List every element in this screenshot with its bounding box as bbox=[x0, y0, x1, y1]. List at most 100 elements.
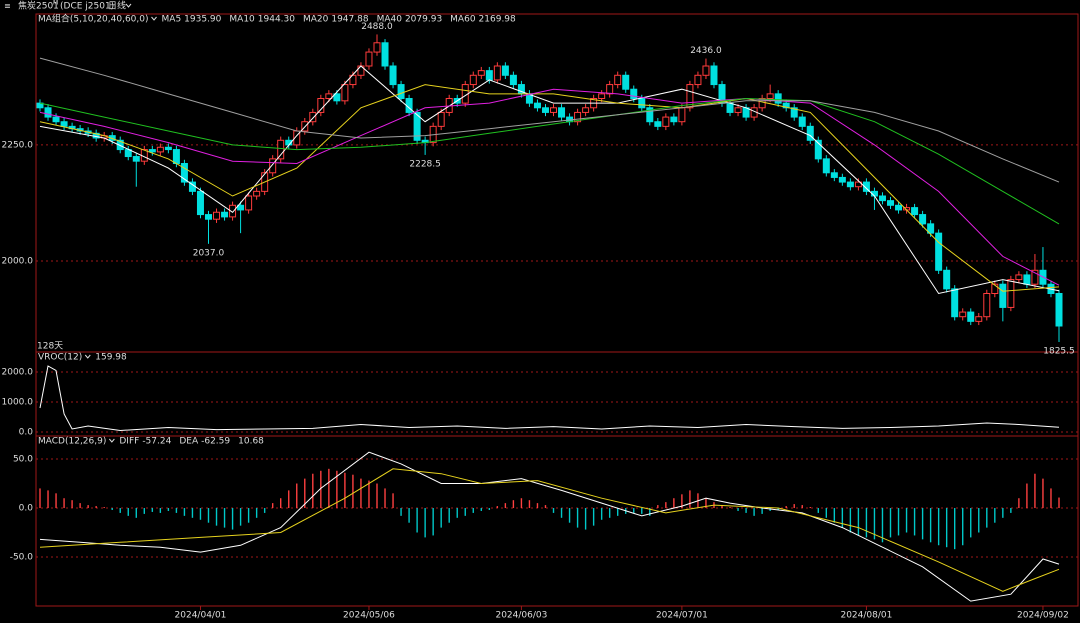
candle-body bbox=[726, 102, 734, 113]
candle-body bbox=[814, 139, 822, 160]
candle-body bbox=[245, 195, 253, 211]
candle-body bbox=[180, 163, 188, 183]
candle-body bbox=[878, 195, 886, 202]
candle-body bbox=[598, 93, 606, 99]
candle-body bbox=[213, 211, 221, 220]
candle-body bbox=[806, 125, 814, 141]
candle-body bbox=[766, 93, 774, 99]
bar-count: 128天 bbox=[37, 342, 63, 352]
candle-body bbox=[991, 283, 999, 295]
candle-body bbox=[493, 65, 501, 81]
y-tick-label: 2250.0 bbox=[2, 140, 34, 150]
candle-body bbox=[269, 158, 277, 174]
legend-name: MA60 bbox=[450, 15, 476, 25]
candle-body bbox=[221, 211, 229, 218]
price-annotation: 1825.5 bbox=[1043, 347, 1075, 357]
legend-value: 1935.90 bbox=[184, 15, 221, 25]
candle-body bbox=[943, 269, 951, 290]
candle-body bbox=[1015, 274, 1023, 281]
candle-body bbox=[622, 74, 630, 90]
x-tick-label: 2024/09/02 bbox=[1017, 611, 1069, 621]
candle-body bbox=[782, 102, 790, 109]
candle-body bbox=[710, 65, 718, 86]
candle-body bbox=[895, 204, 903, 211]
indicator-dropdown[interactable] bbox=[108, 438, 115, 443]
legend-value: -62.59 bbox=[201, 437, 230, 447]
symbol[interactable]: 焦炭2501 bbox=[18, 0, 59, 12]
candle-body bbox=[702, 65, 710, 76]
candle-body bbox=[774, 93, 782, 104]
candle-body bbox=[670, 116, 678, 123]
legend-value: 1947.88 bbox=[331, 15, 368, 25]
menu-icon[interactable]: ≡ bbox=[4, 2, 11, 11]
candle-body bbox=[1023, 274, 1031, 285]
legend-name: DEA bbox=[179, 437, 199, 447]
candle-body bbox=[830, 172, 838, 178]
candle-body bbox=[501, 65, 509, 76]
period[interactable]: 日线 bbox=[108, 0, 126, 12]
legend-name: DIFF bbox=[119, 437, 139, 447]
indicator-line bbox=[39, 88, 1060, 286]
indicator-dropdown[interactable] bbox=[84, 354, 91, 359]
candle-body bbox=[630, 88, 638, 100]
candle-body bbox=[44, 107, 52, 118]
candle-body bbox=[686, 84, 694, 109]
candle-body bbox=[654, 121, 662, 127]
candle-body bbox=[373, 42, 381, 53]
indicator-title: VROC(12) bbox=[38, 353, 82, 363]
candle-body bbox=[437, 111, 445, 127]
indicator-line bbox=[39, 451, 1060, 602]
candle-body bbox=[317, 98, 325, 113]
indicator-dropdown[interactable] bbox=[151, 16, 157, 21]
candle-body bbox=[662, 116, 670, 127]
indicator-title: MACD(12,26,9) bbox=[38, 437, 106, 447]
candle-body bbox=[541, 107, 549, 113]
price-annotation: 2228.5 bbox=[409, 159, 441, 169]
legend-name: MA40 bbox=[377, 15, 403, 25]
candle-body bbox=[798, 116, 806, 127]
candle-body bbox=[108, 135, 116, 141]
candle-body bbox=[694, 74, 702, 86]
x-tick-label: 2024/07/01 bbox=[656, 611, 708, 621]
indicator-line bbox=[39, 84, 1060, 292]
y-tick-label: 1000.0 bbox=[2, 398, 34, 408]
candle-body bbox=[148, 149, 156, 153]
candle-body bbox=[1055, 293, 1063, 327]
y-tick-label: 50.0 bbox=[13, 455, 33, 465]
candle-body bbox=[325, 93, 333, 99]
price-annotation: 2488.0 bbox=[361, 22, 393, 32]
candle-body bbox=[1007, 279, 1015, 308]
candle-body bbox=[606, 84, 614, 95]
candle-body bbox=[533, 102, 541, 109]
candle-body bbox=[116, 139, 124, 151]
candle-body bbox=[975, 316, 983, 322]
candle-body bbox=[196, 190, 204, 216]
candle-body bbox=[469, 74, 477, 86]
candle-body bbox=[983, 293, 991, 318]
candle-body bbox=[237, 204, 245, 211]
candle-body bbox=[1031, 269, 1039, 285]
candle-body bbox=[52, 116, 60, 123]
candle-body bbox=[477, 70, 485, 76]
candle-body bbox=[381, 42, 389, 67]
candle-body bbox=[927, 223, 935, 234]
x-tick-label: 2024/08/01 bbox=[840, 611, 892, 621]
indicator-line bbox=[39, 57, 1060, 183]
legend-value: 2079.93 bbox=[405, 15, 442, 25]
candle-body bbox=[341, 84, 349, 102]
period-dropdown[interactable] bbox=[125, 3, 132, 8]
candle-body bbox=[951, 288, 959, 318]
price-annotation: 2037.0 bbox=[193, 248, 225, 258]
legend-name: MA20 bbox=[303, 15, 329, 25]
candle-body bbox=[862, 181, 870, 192]
candle-body bbox=[911, 207, 919, 216]
candle-body bbox=[646, 107, 654, 123]
indicator-title: MA组合(5,10,20,40,60,0) bbox=[38, 13, 149, 25]
legend-value: 1944.30 bbox=[258, 15, 295, 25]
candle-body bbox=[967, 311, 975, 322]
symbol-superscript: M bbox=[53, 0, 58, 7]
candle-body bbox=[734, 107, 742, 113]
candle-body bbox=[822, 158, 830, 174]
candle-body bbox=[172, 149, 180, 164]
